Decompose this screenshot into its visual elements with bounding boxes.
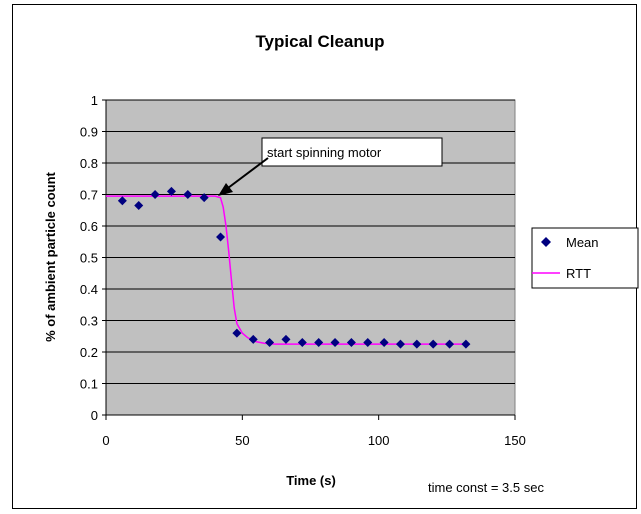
data-point-mean xyxy=(395,339,405,349)
annotation-text: start spinning motor xyxy=(267,145,382,160)
legend-label-mean: Mean xyxy=(566,235,599,250)
x-tick-label: 100 xyxy=(368,433,390,448)
data-point-mean xyxy=(150,190,160,199)
annotation-arrow-line xyxy=(227,157,269,189)
y-tick-label: 0.6 xyxy=(80,219,98,234)
data-point-mean xyxy=(183,190,193,199)
data-point-mean xyxy=(412,339,422,349)
x-tick-label: 150 xyxy=(504,433,526,448)
y-tick-label: 0.8 xyxy=(80,156,98,171)
data-point-mean xyxy=(265,338,275,348)
data-point-mean xyxy=(117,196,127,206)
data-point-mean xyxy=(166,186,176,196)
data-point-mean xyxy=(199,193,209,203)
data-point-mean xyxy=(248,334,258,344)
y-tick-label: 1 xyxy=(91,93,98,108)
y-tick-label: 0.4 xyxy=(80,282,98,297)
data-point-mean xyxy=(346,338,356,348)
legend-marker-mean xyxy=(541,237,551,247)
legend-label-rtt: RTT xyxy=(566,266,591,281)
data-point-mean xyxy=(134,201,144,211)
annotation-arrowhead xyxy=(218,183,233,196)
series-line-rtt xyxy=(106,195,466,345)
y-axis-label: % of ambient particle count xyxy=(43,171,58,341)
y-tick-label: 0.5 xyxy=(80,251,98,266)
data-point-mean xyxy=(314,338,324,348)
y-tick-label: 0 xyxy=(91,408,98,423)
y-tick-label: 0.3 xyxy=(80,314,98,329)
scatter-series xyxy=(117,186,471,349)
data-point-mean xyxy=(363,338,373,348)
chart-title: Typical Cleanup xyxy=(255,32,384,51)
x-tick-label: 0 xyxy=(102,433,109,448)
line-series xyxy=(106,195,466,345)
x-tick-label: 50 xyxy=(235,433,249,448)
data-point-mean xyxy=(281,334,291,344)
grid-lines xyxy=(102,99,516,420)
y-tick-label: 0.2 xyxy=(80,345,98,360)
y-tick-label: 0.7 xyxy=(80,188,98,203)
data-point-mean xyxy=(297,338,307,348)
x-axis-label: Time (s) xyxy=(286,473,336,488)
annotation-time-constant: time const = 3.5 sec xyxy=(428,480,544,495)
data-point-mean xyxy=(379,338,389,348)
data-point-mean xyxy=(330,338,340,348)
annotation-box xyxy=(261,137,443,167)
data-point-mean xyxy=(428,339,438,349)
y-tick-label: 0.1 xyxy=(80,377,98,392)
y-tick-label: 0.9 xyxy=(80,125,98,140)
data-point-mean xyxy=(461,339,471,349)
data-point-mean xyxy=(232,328,242,338)
legend-box xyxy=(531,227,639,289)
data-point-mean xyxy=(216,232,226,242)
data-point-mean xyxy=(445,339,455,349)
x-tick-labels: 0 50 100 150 xyxy=(102,433,525,448)
y-tick-labels: 0 0.1 0.2 0.3 0.4 0.5 0.6 0.7 0.8 0.9 1 xyxy=(80,93,98,423)
legend: Mean RTT xyxy=(531,227,639,289)
